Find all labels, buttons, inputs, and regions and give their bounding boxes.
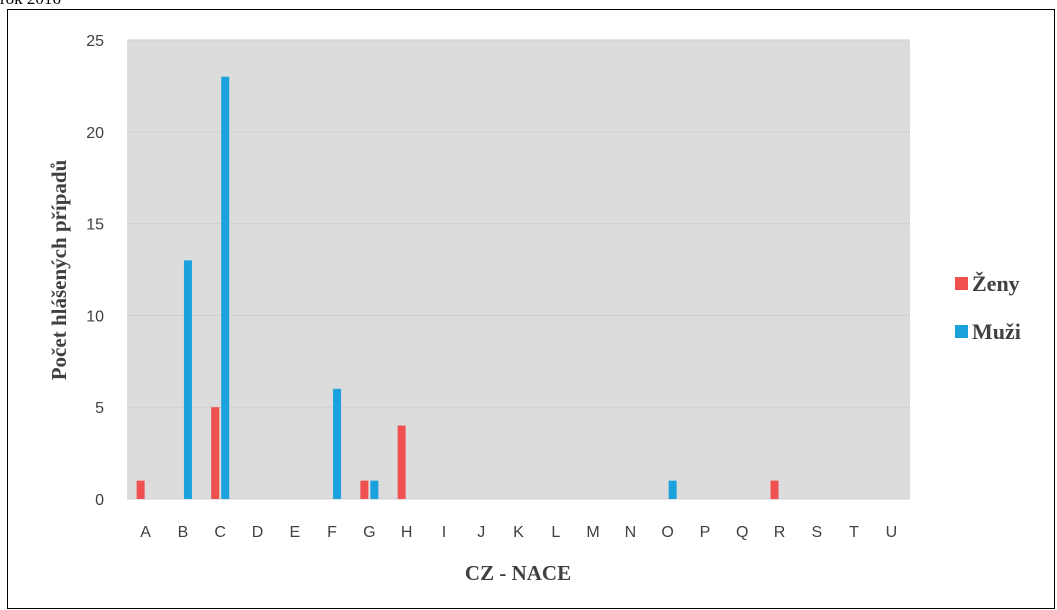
plot-area	[127, 40, 910, 499]
x-tick-label: E	[289, 524, 300, 541]
x-axis-title: CZ - NACE	[465, 561, 571, 585]
bar-R-0	[770, 480, 779, 499]
x-tick-label: O	[661, 524, 673, 541]
x-tick-label: U	[886, 524, 898, 541]
y-tick-label: 20	[86, 125, 104, 142]
legend-label: Ženy	[972, 271, 1020, 296]
legend-swatch	[955, 277, 968, 290]
x-tick-label: Q	[736, 524, 748, 541]
y-tick-label: 15	[86, 217, 104, 234]
x-tick-label: G	[363, 524, 375, 541]
bar-F-1	[333, 388, 342, 499]
bar-C-0	[211, 407, 220, 499]
x-tick-label: P	[700, 524, 711, 541]
x-tick-label: D	[252, 524, 264, 541]
y-tick-label: 5	[95, 400, 104, 417]
bar-H-0	[397, 425, 406, 499]
x-tick-labels: A B C D E F G H I J K L M N O P Q R S T U	[140, 524, 897, 541]
x-tick-label: N	[625, 524, 637, 541]
legend-label: Muži	[972, 319, 1021, 344]
x-tick-label: J	[477, 524, 485, 541]
x-tick-label: M	[586, 524, 599, 541]
x-tick-label: T	[849, 524, 859, 541]
legend: Ženy Muži	[955, 271, 1021, 344]
x-tick-label: A	[140, 524, 151, 541]
x-tick-label: H	[401, 524, 413, 541]
x-tick-label: K	[513, 524, 524, 541]
bar-G-1	[370, 480, 379, 499]
bar-O-1	[668, 480, 677, 499]
y-tick-label: 0	[95, 492, 104, 509]
bar-G-0	[360, 480, 369, 499]
y-tick-labels: 0 5 10 15 20 25	[86, 33, 104, 509]
x-tick-label: F	[327, 524, 337, 541]
x-tick-label: C	[214, 524, 226, 541]
x-tick-label: S	[811, 524, 822, 541]
bar-C-1	[221, 76, 230, 499]
x-tick-label: R	[774, 524, 786, 541]
x-tick-label: I	[442, 524, 446, 541]
bars	[136, 76, 779, 499]
legend-swatch	[955, 325, 968, 338]
y-axis-title: Počet hlášených případů	[47, 159, 71, 380]
x-tick-label: L	[551, 524, 560, 541]
chart-caption: rok 2016	[0, 0, 61, 9]
bar-A-0	[136, 480, 145, 499]
gridlines	[127, 39, 910, 500]
x-tick-label: B	[178, 524, 189, 541]
y-tick-label: 25	[86, 33, 104, 50]
bar-B-1	[183, 260, 192, 499]
y-tick-label: 10	[86, 308, 104, 325]
